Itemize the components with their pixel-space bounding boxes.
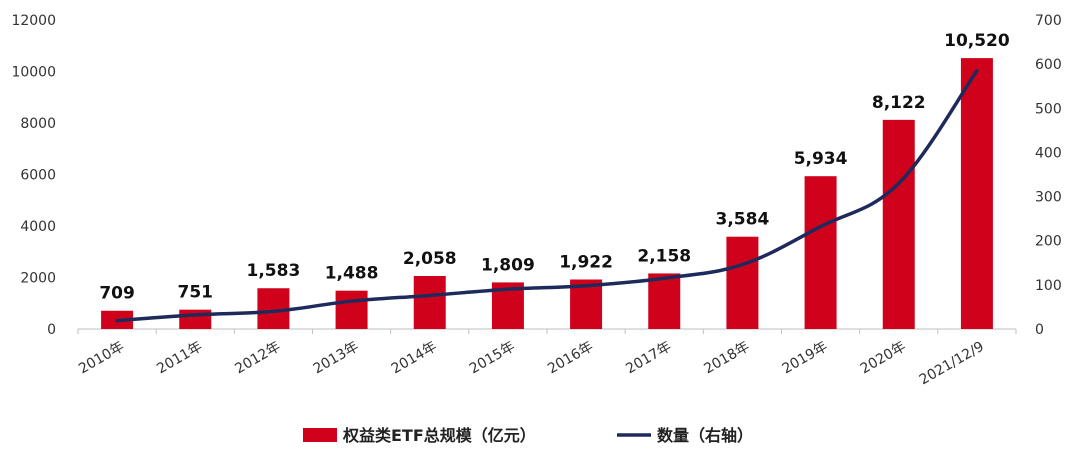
left-tick-label: 0	[47, 322, 56, 338]
bar-data-label: 3,584	[716, 210, 770, 230]
left-tick-label: 10000	[11, 65, 56, 81]
right-tick-label: 500	[1035, 101, 1062, 117]
right-tick-label: 300	[1035, 190, 1062, 206]
right-tick-label: 100	[1035, 278, 1062, 294]
left-tick-label: 8000	[20, 116, 56, 132]
bar	[335, 290, 368, 329]
bar-data-label: 1,922	[559, 253, 613, 273]
bar-data-label: 751	[178, 283, 214, 303]
bar-data-label: 709	[99, 284, 135, 304]
bar-data-label: 8,122	[872, 93, 926, 113]
legend-label-line: 数量（右轴）	[657, 426, 753, 445]
bar-data-label: 2,058	[403, 249, 457, 269]
bar-data-label: 10,520	[944, 31, 1010, 51]
x-tick-label: 2010年	[76, 339, 127, 378]
x-tick-label: 2021/12/9	[917, 339, 987, 389]
count-line	[115, 69, 979, 323]
bar	[960, 58, 993, 330]
right-axis: 0 100 200 300 400 500 600 700	[1035, 13, 1062, 338]
right-tick-label: 700	[1035, 13, 1062, 29]
x-tick-label: 2019年	[780, 339, 831, 378]
left-tick-label: 4000	[20, 219, 56, 235]
right-tick-label: 400	[1035, 145, 1062, 161]
x-tick-label: 2011年	[154, 339, 205, 378]
legend-label-bar: 权益类ETF总规模（亿元）	[342, 426, 536, 445]
bar	[648, 273, 681, 329]
legend: 权益类ETF总规模（亿元） 数量（右轴）	[303, 426, 753, 445]
bar-data-label: 5,934	[794, 149, 848, 169]
legend-swatch-bar	[303, 428, 337, 442]
x-tick-label: 2012年	[232, 339, 283, 378]
bar	[804, 176, 837, 329]
line-series	[115, 69, 979, 323]
right-tick-label: 600	[1035, 57, 1062, 73]
bar-data-labels: 709 751 1,583 1,488 2,058 1,809 1,922 2,158 3,58…	[99, 31, 1010, 304]
bar	[413, 276, 446, 329]
left-tick-label: 12000	[11, 13, 56, 29]
bar-data-label: 2,158	[637, 246, 691, 266]
left-tick-label: 2000	[20, 271, 56, 287]
bar	[882, 119, 915, 330]
bar-data-label: 1,583	[247, 261, 301, 281]
bar-series	[101, 58, 993, 330]
left-tick-label: 6000	[20, 168, 56, 184]
right-tick-label: 0	[1035, 322, 1044, 338]
bar	[726, 236, 759, 329]
right-tick-label: 200	[1035, 234, 1062, 250]
x-tick-label: 2015年	[467, 339, 518, 378]
x-tick-label: 2014年	[389, 339, 440, 378]
left-axis: 0 2000 4000 6000 8000 10000 12000	[11, 13, 56, 338]
x-tick-label: 2020年	[858, 339, 909, 378]
x-tick-label: 2016年	[545, 339, 596, 378]
bar-data-label: 1,809	[481, 255, 535, 275]
x-tick-label: 2017年	[623, 339, 674, 378]
x-tick-label: 2018年	[701, 339, 752, 378]
x-tick-label: 2013年	[311, 339, 362, 378]
bar	[179, 309, 212, 329]
bar-data-label: 1,488	[325, 264, 379, 284]
x-axis: 2010年 2011年 2012年 2013年 2014年 2015年 2016年 2017年…	[76, 328, 1017, 389]
